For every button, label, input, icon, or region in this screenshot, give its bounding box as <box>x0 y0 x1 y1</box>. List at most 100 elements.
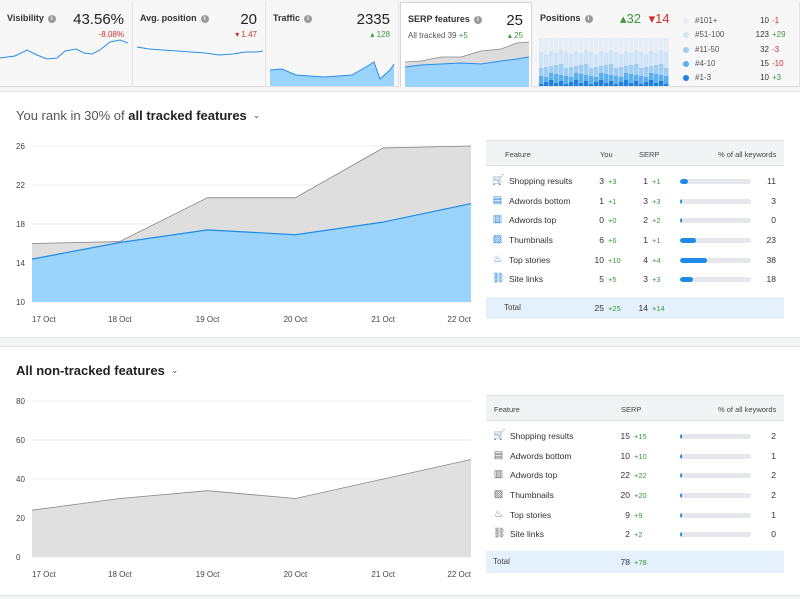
tracked-features-title[interactable]: You rank in 30% of all tracked features ⌄ <box>16 108 260 123</box>
positions-bar-segment <box>624 80 629 86</box>
positions-bar-segment <box>579 53 584 65</box>
traffic-value: 2335 <box>356 11 390 28</box>
tracked-features-chart: 10 14 18 22 26 17 Oct 18 Oct 19 Oct 20 Oct 21 Oct… <box>16 142 472 324</box>
y-tick-label: 40 <box>16 475 25 484</box>
y-tick-label: 80 <box>16 397 25 406</box>
positions-bar-segment <box>664 84 669 86</box>
positions-bar-segment <box>589 68 594 76</box>
positions-legend-item[interactable]: #101+ 10 -1 <box>683 15 799 29</box>
feature-name: Adwords top <box>509 215 557 226</box>
table-row[interactable]: ▥ Adwords top 0 +0 2 +2 0 <box>486 210 784 230</box>
percent-value: 1 <box>771 509 776 520</box>
table-row[interactable]: ▤ Adwords bottom 10 +10 1 <box>486 446 784 466</box>
percent-bar <box>680 493 751 499</box>
total-you-delta: +25 <box>608 304 621 313</box>
x-tick-label: 21 Oct <box>371 570 395 579</box>
table-row[interactable]: ⛓ Site links 2 +2 0 <box>486 524 784 544</box>
visibility-card[interactable]: Visibility i 43.56% -8.08% <box>0 2 133 87</box>
info-icon[interactable]: i <box>584 15 593 23</box>
legend-count: 10 <box>760 73 769 83</box>
percent-bar <box>680 277 751 283</box>
table-row[interactable]: ♨ Top stories 10 +10 4 +4 38 <box>486 250 784 270</box>
non-tracked-features-chart: 0 20 40 60 80 17 Oct 18 Oct 19 Oct 20 Oct 21 Oct 2… <box>16 397 472 579</box>
table-row[interactable]: 🛒 Shopping results 3 +3 1 +1 11 <box>486 171 784 191</box>
info-icon[interactable]: i <box>304 15 313 23</box>
positions-bar-segment <box>634 64 639 75</box>
legend-count: 123 <box>755 30 769 40</box>
positions-legend-item[interactable]: #1-3 10 +3 <box>683 72 799 86</box>
percent-value: 2 <box>771 431 776 441</box>
card-title: SERP features <box>408 14 470 24</box>
serp-value: 2 <box>643 215 648 226</box>
avg-position-card[interactable]: Avg. position i 20 ▾ 1.47 <box>133 2 266 87</box>
serp-features-card[interactable]: SERP features i 25 All tracked 39 +5 ▴ 25 <box>400 2 532 87</box>
serp-value: 3 <box>643 195 648 206</box>
total-serp: 78 <box>620 557 630 567</box>
percent-value: 2 <box>771 470 776 481</box>
positions-bar-segment <box>624 66 629 73</box>
serp-delta: +1 <box>652 177 661 186</box>
positions-bar-segment <box>664 68 669 76</box>
non-tracked-features-title[interactable]: All non-tracked features ⌄ <box>16 363 178 378</box>
table-total-row: Total 78 +78 <box>486 551 784 573</box>
positions-bar-segment <box>634 75 639 81</box>
table-row[interactable]: ▥ Adwords top 22 +22 2 <box>486 465 784 485</box>
positions-bar-segment <box>584 81 589 86</box>
table-row[interactable]: 🛒 Shopping results 15 +15 2 <box>486 426 784 446</box>
positions-bar-segment <box>569 77 574 82</box>
thumbnails-icon: ▨ <box>492 234 503 246</box>
positions-bar-segment <box>659 75 664 81</box>
site-links-icon: ⛓ <box>493 528 506 540</box>
table-row[interactable]: ♨ Top stories 9 +9 1 <box>486 505 784 525</box>
y-tick-label: 22 <box>16 181 25 190</box>
positions-bar-segment <box>554 38 559 53</box>
positions-bar-segment <box>554 65 559 74</box>
positions-bar-segment <box>584 75 589 81</box>
traffic-sparkline <box>269 61 395 86</box>
legend-dot-icon <box>683 46 689 53</box>
shopping-cart-icon: 🛒 <box>493 430 506 441</box>
series-area-1 <box>32 203 471 302</box>
positions-bar-segment <box>579 65 584 74</box>
serp-value: 22 <box>620 470 630 481</box>
header-serp: SERP <box>639 150 660 159</box>
positions-bar-segment <box>614 52 619 68</box>
positions-bar-segment <box>574 66 579 73</box>
info-icon[interactable]: i <box>473 16 482 24</box>
visibility-sparkline <box>0 39 129 60</box>
info-icon[interactable]: i <box>200 15 209 23</box>
chevron-down-icon[interactable]: ⌄ <box>252 110 261 120</box>
table-row[interactable]: ⛓ Site links 5 +5 3 +3 18 <box>486 269 784 289</box>
table-row[interactable]: ▤ Adwords bottom 1 +1 3 +3 3 <box>486 191 784 211</box>
table-row[interactable]: ▨ Thumbnails 6 +6 1 +1 23 <box>486 230 784 250</box>
positions-bar-segment <box>629 65 634 74</box>
table-row[interactable]: ▨ Thumbnails 20 +20 2 <box>486 485 784 505</box>
positions-bar-segment <box>614 68 619 76</box>
title-selector[interactable]: all tracked features <box>128 108 247 123</box>
legend-delta: +29 <box>772 30 786 40</box>
serp-value: 15 <box>620 431 630 441</box>
legend-delta: +3 <box>772 73 782 83</box>
positions-bar-segment <box>579 38 584 53</box>
y-tick-label: 60 <box>16 436 25 445</box>
serp-delta: +2 <box>634 530 643 540</box>
positions-legend-item[interactable]: #11-50 32 -3 <box>683 44 799 58</box>
positions-bar-segment <box>544 67 549 77</box>
feature-name: Adwords top <box>510 470 558 481</box>
percent-value: 0 <box>771 215 776 226</box>
positions-bar-segment <box>549 51 554 66</box>
thumbnails-icon: ▨ <box>493 489 504 501</box>
traffic-card[interactable]: Traffic i 2335 ▴ 128 <box>266 2 399 87</box>
legend-label: #4-10 <box>695 58 716 68</box>
card-title: Avg. position <box>140 13 197 23</box>
positions-card[interactable]: Positions i ▴32 ▾14 #101+ 10 -1 #51-100 123 +2… <box>533 2 800 87</box>
positions-bar-segment <box>539 68 544 76</box>
positions-legend-item[interactable]: #4-10 15 -10 <box>683 58 799 72</box>
chevron-down-icon[interactable]: ⌄ <box>170 365 179 375</box>
positions-legend-item[interactable]: #51-100 123 +29 <box>683 29 799 43</box>
percent-bar-fill <box>680 532 683 538</box>
info-icon[interactable]: i <box>47 15 56 23</box>
serp-value: 20 <box>620 490 630 501</box>
title-selector[interactable]: All non-tracked features <box>16 363 165 378</box>
serp-value: 10 <box>620 450 630 461</box>
